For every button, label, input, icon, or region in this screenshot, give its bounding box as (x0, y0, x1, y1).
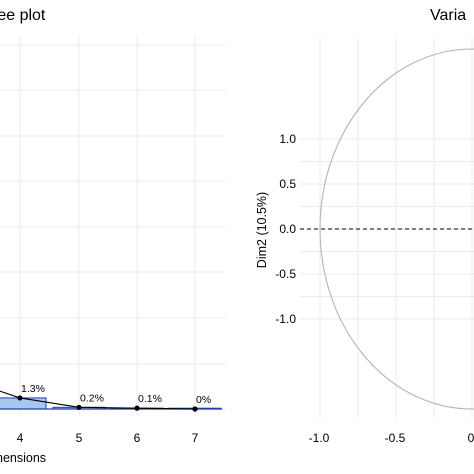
variables-plot-panel: 1.0 0.5 0.0 -0.5 -1.0 -1.0 -0.5 0 Varia Dim2 (… (255, 7, 474, 445)
scree-x-axis-label: nensions (0, 451, 46, 465)
scree-point (17, 395, 23, 401)
scree-x-tick-label: 6 (134, 431, 141, 445)
scree-data-label: 1.3% (21, 383, 45, 395)
scree-x-tick-labels: 4 5 6 7 (17, 431, 199, 445)
scree-x-tick-label: 5 (76, 431, 83, 445)
variables-y-tick-label: -0.5 (275, 267, 296, 281)
variables-y-tick-label: 1.0 (279, 132, 296, 146)
variables-y-axis-label: Dim2 (10.5%) (255, 192, 269, 268)
scree-x-tick-label: 4 (17, 431, 24, 445)
scree-point (76, 404, 82, 410)
variables-y-tick-labels: 1.0 0.5 0.0 -0.5 -1.0 (275, 132, 296, 326)
scree-points (17, 395, 198, 412)
scree-data-label: 0.2% (80, 392, 104, 404)
correlation-circle (319, 48, 474, 410)
variables-x-tick-label: -0.5 (385, 431, 406, 445)
scree-x-tick-label: 7 (192, 431, 199, 445)
scree-gridlines (0, 35, 226, 416)
variables-y-tick-label: 0.5 (279, 177, 296, 191)
variables-plot-title: Varia (430, 7, 466, 24)
variables-x-tick-label: -1.0 (309, 431, 330, 445)
scree-point (192, 406, 198, 412)
variables-y-tick-label: 0.0 (279, 222, 296, 236)
variables-x-tick-labels: -1.0 -0.5 0 (309, 431, 474, 445)
variables-x-tick-label: 0 (468, 431, 474, 445)
variables-y-tick-label: -1.0 (275, 312, 296, 326)
variables-gridlines (300, 38, 474, 418)
correlation-circle-arc (319, 48, 474, 410)
scree-bar (0, 397, 47, 410)
scree-data-label: 0% (196, 394, 211, 406)
scree-plot-panel: 1.3% 0.2% 0.1% 0% 4 5 6 7 ree plot nensions (0, 7, 226, 465)
scree-point (134, 405, 140, 411)
scree-data-labels: 1.3% 0.2% 0.1% 0% (21, 383, 211, 406)
scree-plot-title: ree plot (0, 7, 46, 24)
scree-data-label: 0.1% (138, 393, 162, 405)
